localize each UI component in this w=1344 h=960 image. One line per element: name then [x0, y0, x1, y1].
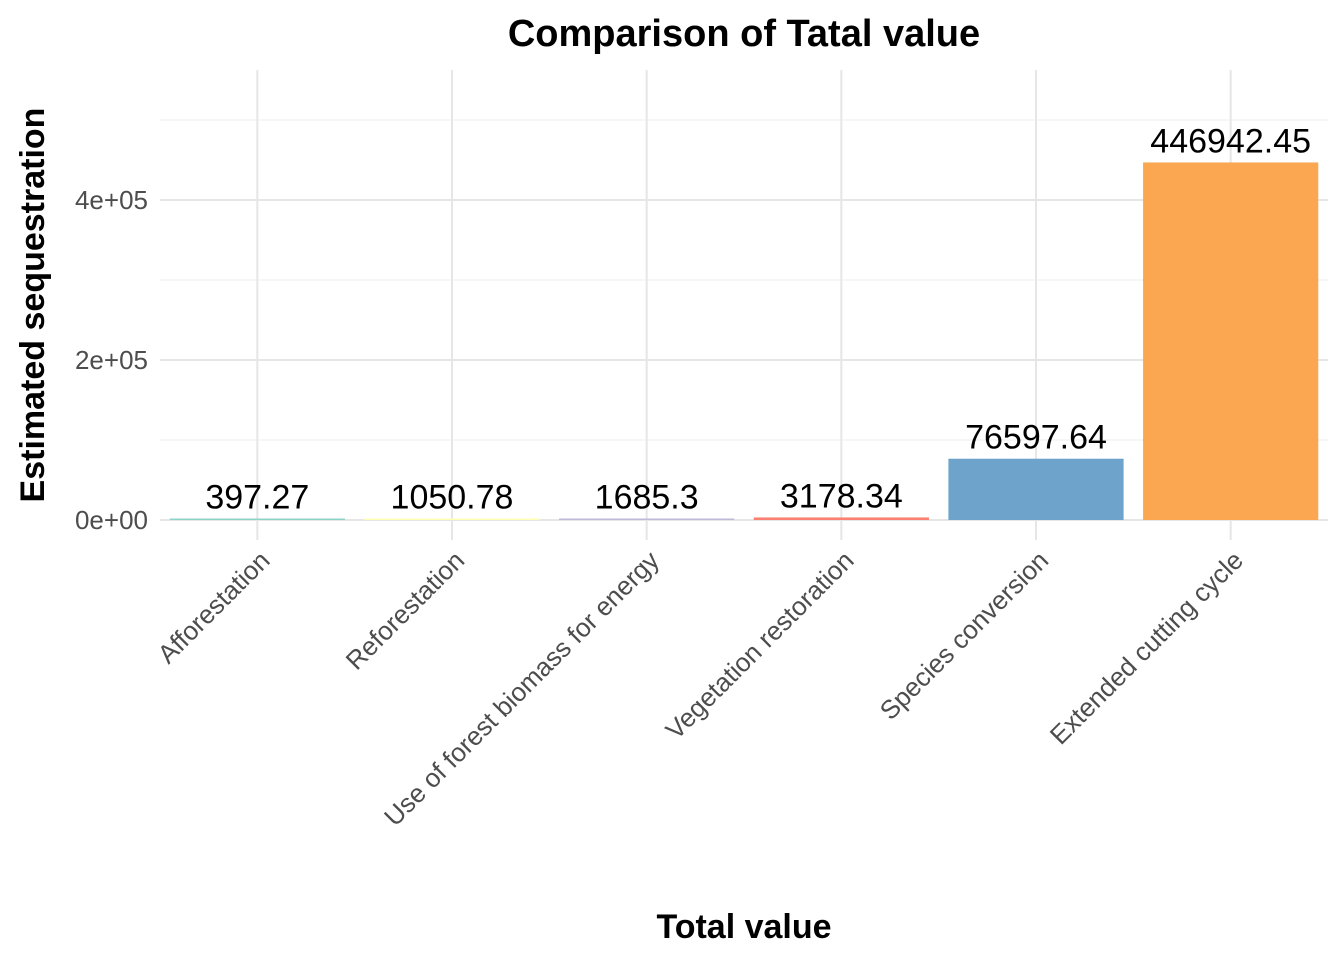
data-label: 397.27 — [205, 479, 309, 517]
data-label: 1050.78 — [391, 479, 514, 517]
x-tick-label: Vegetation restoration — [659, 545, 859, 745]
x-tick-label: Extended cutting cycle — [1044, 545, 1249, 750]
data-label: 3178.34 — [780, 477, 903, 515]
y-tick-label: 2e+05 — [75, 345, 148, 375]
chart-title: Comparison of Tatal value — [508, 13, 980, 55]
y-tick-label: 0e+00 — [75, 505, 148, 535]
bar — [169, 518, 345, 520]
data-label: 1685.3 — [595, 479, 699, 517]
x-tick-label: Afforestation — [151, 545, 275, 669]
bar — [364, 518, 540, 520]
data-label: 76597.64 — [965, 419, 1107, 457]
bar — [559, 518, 735, 520]
y-axis-ticks: 0e+00 2e+05 4e+05 — [75, 185, 148, 535]
grid-lines — [160, 70, 1328, 540]
x-tick-label: Species conversion — [874, 545, 1055, 726]
y-tick-label: 4e+05 — [75, 185, 148, 215]
bar — [753, 517, 929, 520]
x-tick-label: Reforestation — [340, 545, 471, 676]
data-labels: 397.27 1050.78 1685.3 3178.34 76597.64 446942… — [205, 122, 1311, 516]
x-axis-title: Total value — [656, 908, 831, 946]
bars — [169, 162, 1319, 520]
y-axis-title: Estimated sequestration — [14, 108, 52, 503]
data-label: 446942.45 — [1150, 122, 1311, 160]
bar — [1143, 162, 1319, 520]
bar — [948, 458, 1124, 520]
